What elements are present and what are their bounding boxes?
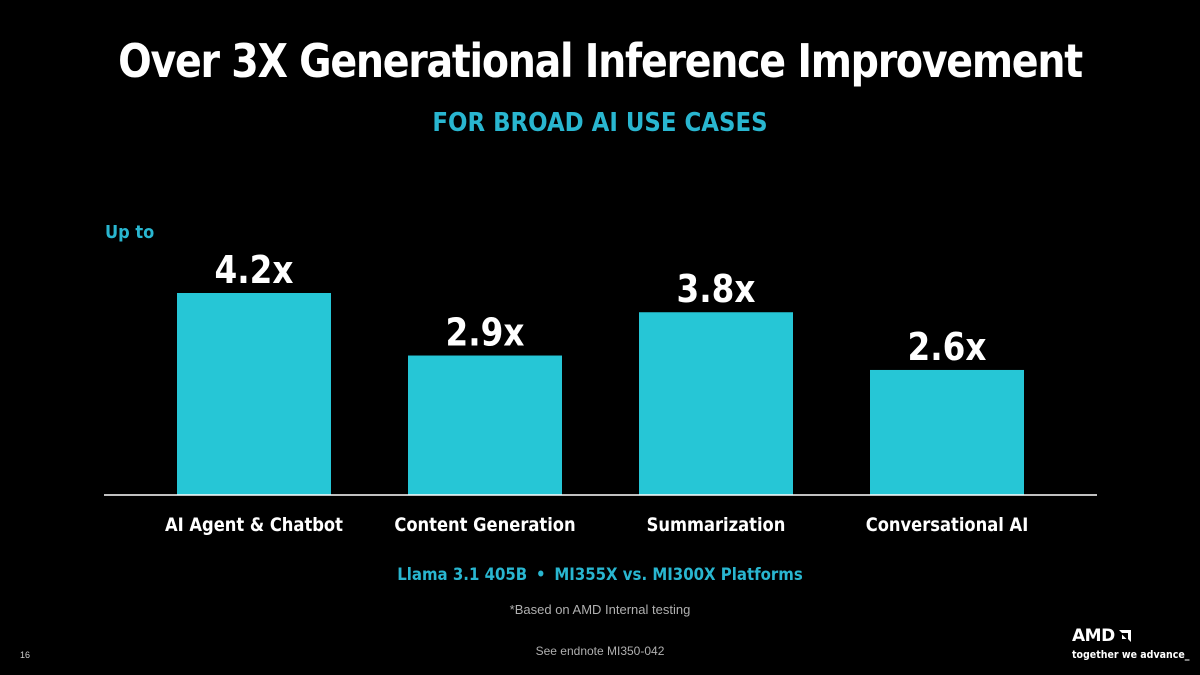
- slide-subtitle: FOR BROAD AI USE CASES: [432, 108, 768, 138]
- endnote-reference: See endnote MI350-042: [535, 644, 665, 658]
- bar-value-label: 4.2x: [215, 249, 294, 293]
- bar-value-label: 2.6x: [908, 326, 987, 370]
- bar: [408, 355, 562, 495]
- x-tick-label: Summarization: [647, 515, 786, 536]
- bar-value-label: 2.9x: [446, 311, 525, 355]
- x-tick-label: Conversational AI: [866, 515, 1029, 536]
- bar-value-label: 3.8x: [677, 268, 756, 312]
- benchmark-footnote: Llama 3.1 405B • MI355X vs. MI300X Platfor…: [72, 565, 1128, 585]
- amd-logo: AMD together we advance_: [1072, 626, 1192, 661]
- x-tick-label: Content Generation: [394, 515, 575, 536]
- bullet-separator: •: [536, 565, 546, 585]
- up-to-label: Up to: [105, 222, 155, 243]
- logo-wordmark: AMD: [1072, 625, 1115, 646]
- testing-footnote: *Based on AMD Internal testing: [509, 602, 691, 617]
- x-tick-label: AI Agent & Chatbot: [165, 515, 343, 536]
- slide-title: Over 3X Generational Inference Improveme…: [118, 34, 1083, 88]
- bar: [639, 312, 793, 495]
- bar: [870, 369, 1024, 495]
- bar: [177, 293, 331, 495]
- model-label: Llama 3.1 405B: [397, 565, 528, 585]
- logo-tagline: together we advance_: [1072, 648, 1190, 661]
- page-number: 16: [20, 650, 31, 660]
- platforms-label: MI355X vs. MI300X Platforms: [554, 565, 803, 585]
- amd-arrow-icon: [1118, 630, 1131, 642]
